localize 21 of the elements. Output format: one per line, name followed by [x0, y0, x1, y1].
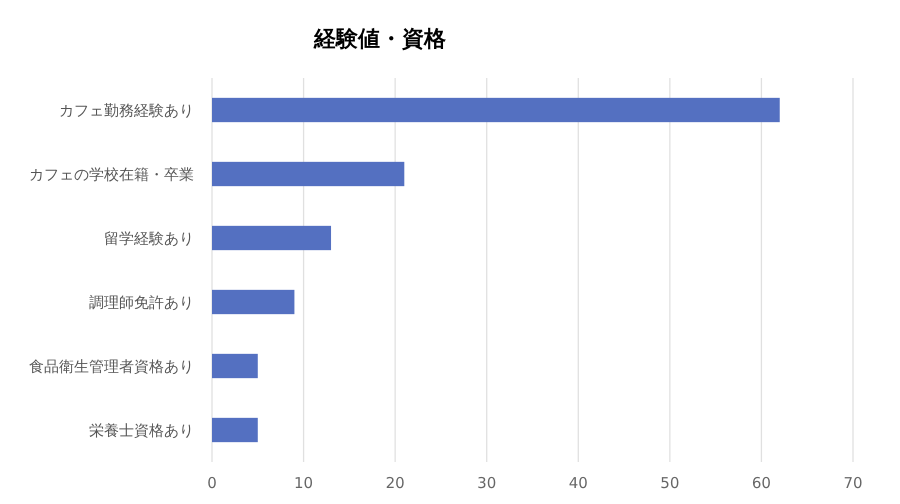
bar — [212, 290, 294, 314]
bar — [212, 418, 258, 442]
bar — [212, 354, 258, 378]
x-tick-label: 0 — [207, 474, 217, 492]
x-tick-label: 20 — [386, 474, 405, 492]
y-tick-label: 調理師免許あり — [89, 293, 194, 312]
x-tick-label: 40 — [568, 474, 588, 492]
y-tick-label: カフェの学校在籍・卒業 — [29, 165, 194, 184]
chart-title: 経験値・資格 — [313, 27, 447, 52]
bar — [212, 226, 332, 250]
x-tick-label: 50 — [660, 474, 680, 492]
x-tick-label: 10 — [294, 474, 314, 492]
y-tick-label: 留学経験あり — [104, 229, 194, 248]
bar — [212, 98, 780, 122]
x-tick-label: 60 — [752, 474, 771, 492]
y-tick-label: 栄養士資格あり — [89, 421, 194, 440]
x-tick-label: 30 — [477, 474, 496, 492]
bar — [212, 162, 404, 186]
x-tick-label: 70 — [843, 474, 863, 492]
y-tick-label: カフェ勤務経験あり — [59, 101, 194, 120]
y-tick-label: 食品衛生管理者資格あり — [29, 357, 194, 376]
